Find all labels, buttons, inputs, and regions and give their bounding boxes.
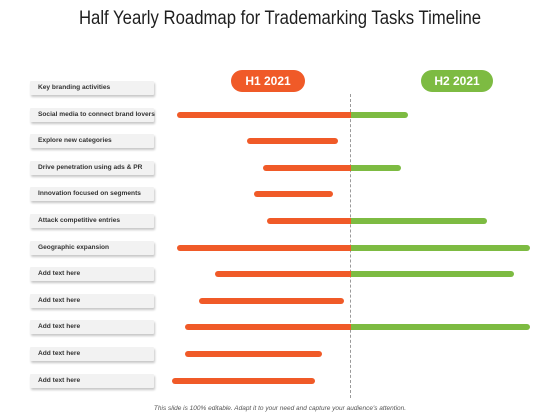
task-label: Drive penetration using ads & PR [30,160,154,175]
period-header-h1: H1 2021 [231,70,305,92]
timeline-bar-h1 [263,164,351,171]
timeline-bar-h1 [214,271,351,278]
timeline-bar-h1 [172,377,316,384]
task-label: Explore new categories [30,134,154,149]
timeline-bar-h2 [351,111,409,118]
task-label: Add text here [30,293,154,308]
task-label: Geographic expansion [30,240,154,255]
timeline-bar-h2 [351,218,488,224]
timeline-bar-h2 [351,244,530,251]
timeline-bar-h2 [351,271,514,278]
task-label: Key branding activities [30,81,154,95]
task-label: Add text here [30,347,154,361]
timeline-bar-h1 [254,191,334,198]
timeline-bar-h1 [266,218,351,224]
timeline-bar-h1 [184,351,323,357]
timeline-bar-h2 [351,164,402,171]
task-label: Social media to connect brand lovers [30,107,155,122]
timeline-bar-h1 [198,297,344,304]
page-title: Half Yearly Roadmap for Trademarking Tas… [78,8,482,29]
timeline-bar-h1 [247,138,339,145]
task-label: Add text here [30,267,154,282]
footer-note: This slide is 100% editable. Adapt it to… [153,405,407,412]
task-label: Add text here [30,320,154,335]
period-header-h2: H2 2021 [421,70,493,92]
timeline-bar-h1 [177,111,351,118]
timeline-bar-h1 [177,244,351,251]
task-label: Innovation focused on segments [30,187,154,202]
task-label: Add text here [30,373,154,388]
timeline-bar-h2 [351,324,530,331]
task-label: Attack competitive entries [30,214,154,228]
timeline-bar-h1 [184,324,351,331]
